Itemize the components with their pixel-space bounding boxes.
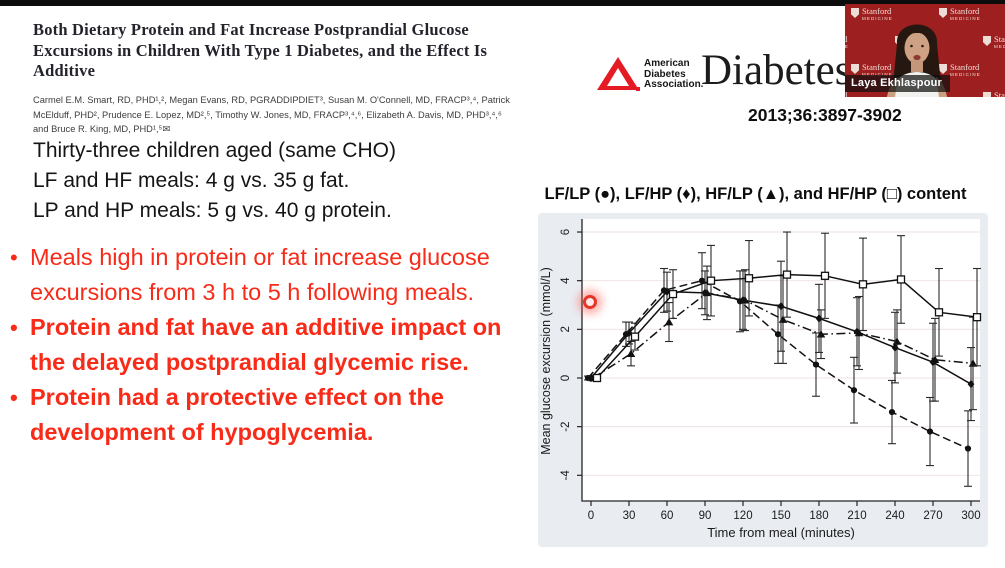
- ada-logo-line1: American: [644, 58, 690, 69]
- svg-text:6: 6: [560, 229, 572, 235]
- key-findings-list: Meals high in protein or fat increase gl…: [6, 240, 526, 450]
- key-finding-item: Meals high in protein or fat increase gl…: [6, 240, 526, 310]
- ada-logo-text: American Diabetes Association.: [644, 58, 704, 91]
- svg-text:240: 240: [885, 510, 904, 522]
- study-facts-line3: LP and HP meals: 5 g vs. 40 g protein.: [33, 199, 392, 222]
- svg-text:0: 0: [560, 375, 572, 381]
- svg-text:180: 180: [809, 510, 828, 522]
- study-facts: Thirty-three children aged (same CHO) LF…: [33, 136, 513, 226]
- svg-text:30: 30: [623, 510, 636, 522]
- stanford-shield-icon: [939, 64, 947, 74]
- svg-text:4: 4: [560, 277, 572, 284]
- journal-citation: 2013;36:3897-3902: [748, 105, 902, 125]
- svg-text:-4: -4: [560, 470, 572, 481]
- svg-text:120: 120: [733, 510, 752, 522]
- svg-text:Mean glucose excursion (mmol/L: Mean glucose excursion (mmol/L): [539, 267, 553, 455]
- stanford-shield-icon: [983, 36, 991, 46]
- top-border-strip: [0, 0, 1005, 6]
- stanford-shield-icon: [851, 64, 859, 74]
- paper-title: Both Dietary Protein and Fat Increase Po…: [33, 20, 488, 80]
- ada-logo-line2: Diabetes: [644, 68, 686, 80]
- key-finding-item: Protein had a protective effect on the d…: [6, 380, 526, 450]
- laser-pointer-dot: [583, 295, 597, 309]
- paper-authors: Carmel E.M. Smart, RD, PHD¹,², Megan Eva…: [33, 95, 510, 135]
- svg-text:-2: -2: [560, 422, 572, 432]
- svg-text:2: 2: [560, 326, 572, 332]
- svg-text:210: 210: [847, 510, 866, 522]
- participant-name-tag: Laya Ekhlaspour: [845, 75, 951, 92]
- webcam-video[interactable]: StanfordMEDICINEStanfordMEDICINEStanford…: [845, 4, 1005, 97]
- svg-text:150: 150: [771, 510, 790, 522]
- journal-name: Diabetes: [701, 47, 852, 94]
- key-finding-item: Protein and fat have an additive impact …: [6, 310, 526, 380]
- svg-text:0: 0: [588, 510, 594, 522]
- svg-text:60: 60: [661, 510, 674, 522]
- chart-canvas: 0 30 60 90 120 150 180 210 240 270 300 6 4 2 0 -2 -4 Time…: [539, 219, 982, 540]
- ada-logo-line3: Association.: [644, 79, 704, 90]
- glucose-excursion-chart: 0 30 60 90 120 150 180 210 240 270 300 6 4 2 0 -2 -4 Time…: [538, 213, 988, 547]
- stanford-shield-icon: [939, 8, 947, 18]
- study-facts-line1: Thirty-three children aged (same CHO): [33, 139, 396, 162]
- svg-text:270: 270: [923, 510, 942, 522]
- svg-text:Time from meal (minutes): Time from meal (minutes): [707, 525, 855, 540]
- chart-legend-title: LF/LP (●), LF/HP (♦), HF/LP (▲), and HF/…: [544, 185, 967, 203]
- stanford-shield-icon: [983, 92, 991, 97]
- svg-text:300: 300: [961, 510, 980, 522]
- ada-triangle-icon: [597, 56, 641, 94]
- svg-text:90: 90: [699, 510, 712, 522]
- study-facts-line2: LF and HF meals: 4 g vs. 35 g fat.: [33, 169, 350, 192]
- stanford-shield-icon: [851, 8, 859, 18]
